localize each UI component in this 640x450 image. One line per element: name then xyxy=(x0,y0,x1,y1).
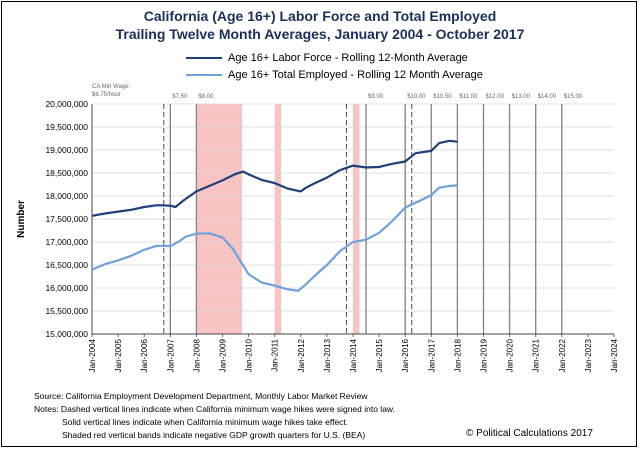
x-tick-label: Jan-2023 xyxy=(584,338,593,372)
footer-note-dashed: Notes: Dashed vertical lines indicate wh… xyxy=(34,404,395,414)
x-tick-label: Jan-2020 xyxy=(506,338,515,372)
legend-item-labor-force: Age 16+ Labor Force - Rolling 12-Month A… xyxy=(186,52,468,64)
x-tick-label: Jan-2015 xyxy=(375,338,384,372)
min-wage-label: $15.00 xyxy=(564,94,583,100)
min-wage-label: $14.00 xyxy=(538,94,557,100)
y-tick-label: 16,500,000 xyxy=(45,260,88,270)
legend-item-employed: Age 16+ Total Employed - Rolling 12 Mont… xyxy=(186,69,483,81)
legend-label-labor-force: Age 16+ Labor Force - Rolling 12-Month A… xyxy=(228,52,468,64)
x-tick-label: Jan-2017 xyxy=(427,338,436,372)
x-tick-label: Jan-2013 xyxy=(323,338,332,372)
legend-swatch-labor-force xyxy=(186,57,222,60)
legend-swatch-employed xyxy=(186,74,222,77)
y-tick-label: 15,500,000 xyxy=(45,306,88,316)
x-tick-label: Jan-2011 xyxy=(271,338,280,371)
y-tick-label: 19,000,000 xyxy=(45,145,88,155)
footer-note-solid: Solid vertical lines indicate when Calif… xyxy=(62,417,349,427)
min-wage-caption: CA Min Wage: xyxy=(92,84,130,90)
footer-source: Source: California Employment Developmen… xyxy=(34,391,368,401)
footer-note-bands: Shaded red vertical bands indicate negat… xyxy=(62,430,366,440)
x-tick-label: Jan-2024 xyxy=(610,338,619,372)
x-tick-label: Jan-2007 xyxy=(166,338,175,372)
series-line-labor-force xyxy=(91,139,458,217)
min-wage-label: $7.50 xyxy=(172,94,188,100)
min-wage-label: $8.00 xyxy=(198,94,214,100)
x-tick-label: Jan-2022 xyxy=(558,338,567,372)
x-tick-label: Jan-2014 xyxy=(349,338,358,372)
y-tick-label: 18,000,000 xyxy=(45,191,88,201)
chart-title-line2: Trailing Twelve Month Averages, January … xyxy=(115,26,525,42)
y-tick-label: 15,000,000 xyxy=(45,329,88,339)
x-tick-label: Jan-2018 xyxy=(453,338,462,372)
y-tick-label: 20,000,000 xyxy=(45,99,88,109)
y-tick-label: 17,000,000 xyxy=(45,237,88,247)
x-tick-label: Jan-2004 xyxy=(88,338,97,372)
x-tick-label: Jan-2021 xyxy=(532,338,541,372)
footer-credit: © Political Calculations 2017 xyxy=(466,428,593,439)
legend-label-employed: Age 16+ Total Employed - Rolling 12 Mont… xyxy=(228,69,483,81)
min-wage-label: $12.00 xyxy=(486,94,505,100)
min-wage-label: $9.00 xyxy=(368,94,384,100)
y-tick-label: 18,500,000 xyxy=(45,168,88,178)
min-wage-label: $11.00 xyxy=(459,94,478,100)
y-tick-label: 19,500,000 xyxy=(45,122,88,132)
x-tick-label: Jan-2012 xyxy=(297,338,306,372)
x-tick-label: Jan-2010 xyxy=(245,338,254,372)
x-tick-label: Jan-2008 xyxy=(192,338,201,372)
x-tick-label: Jan-2016 xyxy=(401,338,410,372)
min-wage-label: $10.00 xyxy=(407,94,426,100)
x-tick-label: Jan-2006 xyxy=(140,338,149,372)
y-tick-label: 17,500,000 xyxy=(45,214,88,224)
chart-title-line1: California (Age 16+) Labor Force and Tot… xyxy=(143,8,497,24)
min-wage-label: $10.50 xyxy=(433,94,452,100)
x-tick-label: Jan-2009 xyxy=(219,338,228,372)
min-wage-label: $13.00 xyxy=(512,94,531,100)
x-tick-label: Jan-2005 xyxy=(114,338,123,372)
y-axis-label: Number xyxy=(16,200,27,238)
x-tick-label: Jan-2019 xyxy=(480,338,489,372)
min-wage-label: $6.75/hour xyxy=(92,92,121,98)
y-tick-label: 16,000,000 xyxy=(45,283,88,293)
series-line-employed xyxy=(91,184,458,292)
